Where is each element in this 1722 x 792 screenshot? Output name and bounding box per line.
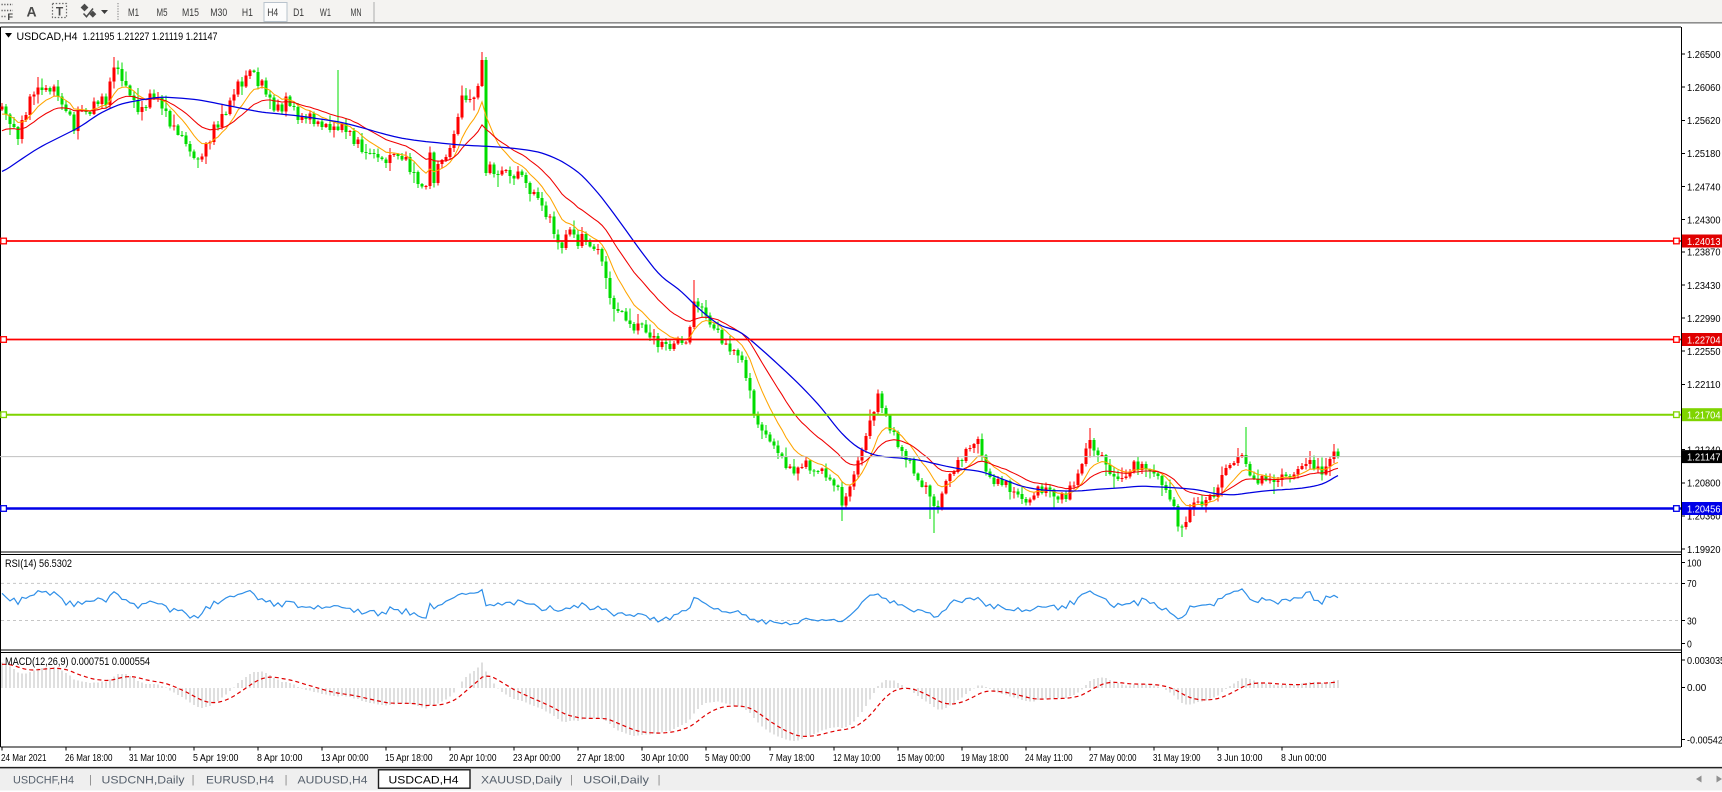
svg-text:|: | — [89, 774, 92, 786]
svg-text:USOil,Daily: USOil,Daily — [583, 775, 650, 787]
svg-text:13 Apr 00:00: 13 Apr 00:00 — [321, 752, 369, 764]
svg-text:0.0030355: 0.0030355 — [1687, 655, 1722, 667]
svg-text:|: | — [570, 774, 573, 786]
svg-text:|: | — [192, 774, 195, 786]
svg-text:D1: D1 — [293, 7, 304, 19]
svg-text:1.23870: 1.23870 — [1687, 247, 1721, 259]
svg-text:1.20456: 1.20456 — [1687, 503, 1721, 515]
svg-text:USDCNH,Daily: USDCNH,Daily — [102, 775, 186, 787]
svg-text:-0.0054295: -0.0054295 — [1687, 734, 1722, 746]
svg-text:1.20800: 1.20800 — [1687, 478, 1721, 490]
svg-text:7 May 18:00: 7 May 18:00 — [769, 752, 815, 764]
svg-text:8 Apr 10:00: 8 Apr 10:00 — [257, 752, 303, 764]
svg-text:W1: W1 — [320, 7, 331, 19]
svg-text:1.25620: 1.25620 — [1687, 115, 1721, 127]
svg-text:27 Apr 18:00: 27 Apr 18:00 — [577, 752, 625, 764]
svg-text:5 Apr 19:00: 5 Apr 19:00 — [193, 752, 239, 764]
svg-text:100: 100 — [1687, 557, 1702, 569]
svg-text:30: 30 — [1687, 615, 1697, 627]
svg-text:H1: H1 — [242, 7, 253, 19]
svg-text:MN: MN — [351, 7, 362, 19]
svg-text:15 Apr 18:00: 15 Apr 18:00 — [385, 752, 433, 764]
svg-text:5 May 00:00: 5 May 00:00 — [705, 752, 751, 764]
svg-text:USDCAD,H4: USDCAD,H4 — [389, 775, 459, 787]
svg-text:1.22990: 1.22990 — [1687, 313, 1721, 325]
svg-text:15 May 00:00: 15 May 00:00 — [897, 752, 945, 764]
svg-text:1.24013: 1.24013 — [1687, 236, 1721, 248]
svg-text:1.22704: 1.22704 — [1687, 334, 1721, 346]
svg-text:1.26500: 1.26500 — [1687, 49, 1721, 61]
svg-text:8 Jun 00:00: 8 Jun 00:00 — [1281, 752, 1327, 764]
svg-text:31 Mar 10:00: 31 Mar 10:00 — [129, 752, 177, 764]
svg-text:0: 0 — [1687, 638, 1692, 650]
svg-text:1.26060: 1.26060 — [1687, 82, 1721, 94]
svg-text:MACD(12,26,9) 0.000751 0.00055: MACD(12,26,9) 0.000751 0.000554 — [5, 656, 150, 668]
svg-text:|: | — [658, 774, 661, 786]
svg-text:USDCAD,H4: USDCAD,H4 — [17, 31, 78, 43]
svg-text:27 May 00:00: 27 May 00:00 — [1089, 752, 1137, 764]
svg-text:1.21704: 1.21704 — [1687, 410, 1721, 422]
svg-text:1.24300: 1.24300 — [1687, 214, 1721, 226]
svg-text:26 Mar 18:00: 26 Mar 18:00 — [65, 752, 113, 764]
svg-text:M5: M5 — [157, 7, 168, 19]
svg-text:XAUUSD,Daily: XAUUSD,Daily — [481, 775, 563, 787]
svg-text:T: T — [56, 5, 64, 19]
svg-text:EURUSD,H4: EURUSD,H4 — [206, 775, 274, 787]
svg-text:1.22110: 1.22110 — [1687, 379, 1721, 391]
svg-text:20 Apr 10:00: 20 Apr 10:00 — [449, 752, 497, 764]
svg-text:3 Jun 10:00: 3 Jun 10:00 — [1217, 752, 1263, 764]
svg-text:1.25180: 1.25180 — [1687, 148, 1721, 160]
svg-text:M15: M15 — [182, 7, 199, 19]
svg-text:1.21147: 1.21147 — [1687, 451, 1721, 463]
svg-text:1.24740: 1.24740 — [1687, 181, 1721, 193]
svg-text:AUDUSD,H4: AUDUSD,H4 — [298, 775, 368, 787]
svg-text:31 May 19:00: 31 May 19:00 — [1153, 752, 1201, 764]
svg-text:1.23430: 1.23430 — [1687, 280, 1721, 292]
svg-text:H4: H4 — [267, 7, 278, 19]
svg-text:12 May 10:00: 12 May 10:00 — [833, 752, 881, 764]
svg-text:23 Apr 00:00: 23 Apr 00:00 — [513, 752, 561, 764]
svg-text:0.00: 0.00 — [1687, 682, 1706, 694]
svg-text:24 Mar 2021: 24 Mar 2021 — [1, 752, 47, 764]
svg-text:1.21195 1.21227 1.21119 1.2114: 1.21195 1.21227 1.21119 1.21147 — [83, 31, 218, 43]
svg-text:1.22550: 1.22550 — [1687, 346, 1721, 358]
svg-text:70: 70 — [1687, 578, 1697, 590]
svg-text:M1: M1 — [128, 7, 139, 19]
svg-text:30 Apr 10:00: 30 Apr 10:00 — [641, 752, 689, 764]
svg-text:19 May 18:00: 19 May 18:00 — [961, 752, 1009, 764]
svg-text:M30: M30 — [210, 7, 227, 19]
svg-text:RSI(14) 56.5302: RSI(14) 56.5302 — [5, 558, 72, 570]
svg-text:A: A — [26, 4, 36, 20]
svg-text:1.19920: 1.19920 — [1687, 544, 1721, 556]
svg-text:F: F — [8, 12, 14, 22]
svg-text:|: | — [285, 774, 288, 786]
svg-text:24 May 11:00: 24 May 11:00 — [1025, 752, 1073, 764]
svg-text:USDCHF,H4: USDCHF,H4 — [13, 775, 74, 787]
